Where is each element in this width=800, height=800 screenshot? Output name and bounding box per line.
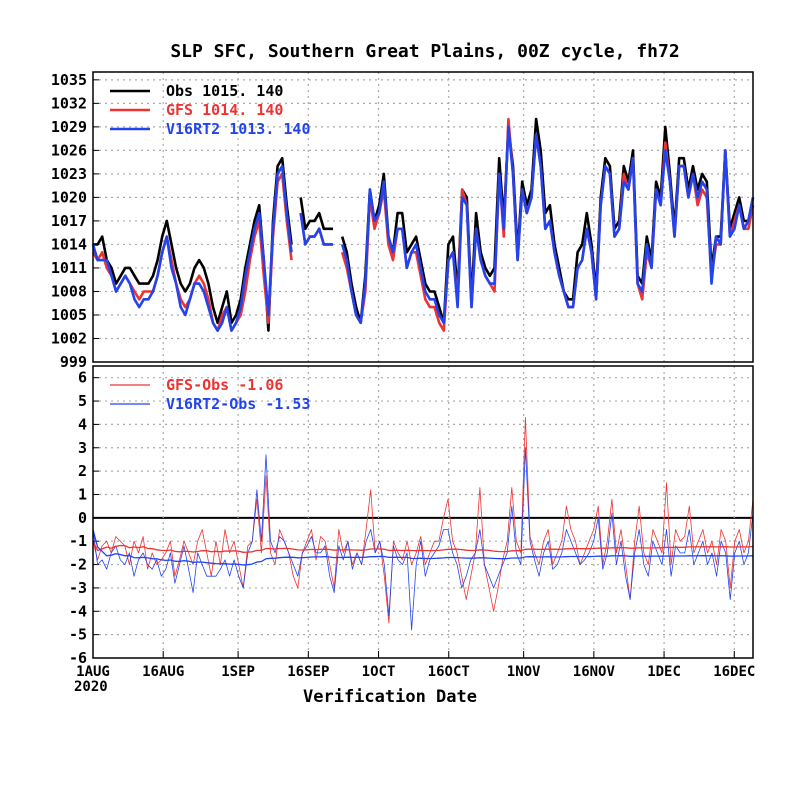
bias-frame	[92, 365, 754, 659]
x-tick-label: 16SEP	[287, 664, 329, 680]
bias-y-tick-label: 4	[78, 415, 87, 433]
bias-series	[92, 417, 754, 631]
pressure-legend-label: GFS 1014. 140	[166, 101, 283, 119]
pressure-y-tick-label: 1023	[51, 165, 87, 183]
x-tick-label: 16NOV	[573, 664, 616, 680]
pressure-y-tick-label: 999	[60, 353, 87, 371]
pressure-y-tick-label: 1008	[51, 282, 87, 300]
pressure-series	[91, 117, 755, 332]
bias-running-mean-1	[92, 529, 754, 566]
x-tick-label: 1DEC	[647, 664, 681, 680]
pressure-y-tick-label: 1011	[51, 259, 87, 277]
x-tick-label: 16AUG	[142, 664, 184, 680]
pressure-y-tick-label: 1014	[51, 235, 87, 253]
x-tick-label: 16DEC	[713, 664, 755, 680]
pressure-y-tick-label: 1029	[51, 118, 87, 136]
bias-y-tick-label: 0	[78, 509, 87, 527]
bias-y-ticks: -6 -5 -4 -3 -2 -1 0 1 2 3 4 5 6	[69, 369, 87, 667]
pressure-y-tick-label: 1035	[51, 71, 87, 89]
x-tick-label: 1OCT	[362, 664, 396, 680]
pressure-y-tick-label: 1020	[51, 188, 87, 206]
pressure-y-tick-label: 1026	[51, 141, 87, 159]
bias-y-tick-label: 3	[78, 439, 87, 457]
pressure-frame	[92, 71, 754, 363]
bias-y-tick-label: -4	[69, 602, 87, 620]
bias-y-tick-label: -5	[69, 626, 87, 644]
pressure-panel: 999 1002 1005 1008 1011 1014 1017 1020 1023 1026 1…	[51, 71, 755, 371]
x-tick-label: 1AUG	[76, 664, 110, 680]
bias-panel: -6 -5 -4 -3 -2 -1 0 1 2 3 4 5 6 GFS-Obs -1.06V16RT2-…	[69, 365, 754, 667]
pressure-legend-label: V16RT2 1013. 140	[166, 120, 311, 138]
bias-y-tick-label: 1	[78, 485, 87, 503]
pressure-series-line-2	[91, 125, 755, 332]
x-tick-label: 1NOV	[507, 664, 541, 680]
chart-title: SLP SFC, Southern Great Plains, 00Z cycl…	[170, 41, 679, 62]
pressure-series-line-0	[93, 117, 755, 332]
x-year-label: 2020	[74, 679, 108, 695]
bias-y-tick-label: 6	[78, 369, 87, 387]
pressure-y-tick-label: 1005	[51, 306, 87, 324]
x-axis-label: Verification Date	[303, 687, 477, 707]
pressure-y-tick-label: 1002	[51, 329, 87, 347]
bias-y-tick-label: -3	[69, 579, 87, 597]
bias-y-tick-label: -6	[69, 649, 87, 667]
x-tick-label: 1SEP	[221, 664, 255, 680]
bias-running-mean-0	[92, 540, 754, 553]
pressure-y-tick-label: 1032	[51, 94, 87, 112]
pressure-y-tick-label: 1017	[51, 212, 87, 230]
x-axis: 1AUG 16AUG 1SEP 16SEP 1OCT 16OCT 1NOV 16NOV 1DEC…	[76, 651, 755, 680]
bias-y-tick-label: -1	[69, 532, 87, 550]
bias-legend-label: GFS-Obs -1.06	[166, 376, 283, 394]
bias-legend-label: V16RT2-Obs -1.53	[166, 395, 311, 413]
bias-grid	[93, 366, 753, 659]
pressure-legend-label: Obs 1015. 140	[166, 82, 283, 100]
bias-y-tick-label: -2	[69, 556, 87, 574]
bias-y-tick-label: 2	[78, 462, 87, 480]
x-tick-label: 16OCT	[428, 664, 470, 680]
bias-y-tick-label: 5	[78, 392, 87, 410]
pressure-y-ticks: 999 1002 1005 1008 1011 1014 1017 1020 1023 1026 1…	[51, 71, 87, 371]
